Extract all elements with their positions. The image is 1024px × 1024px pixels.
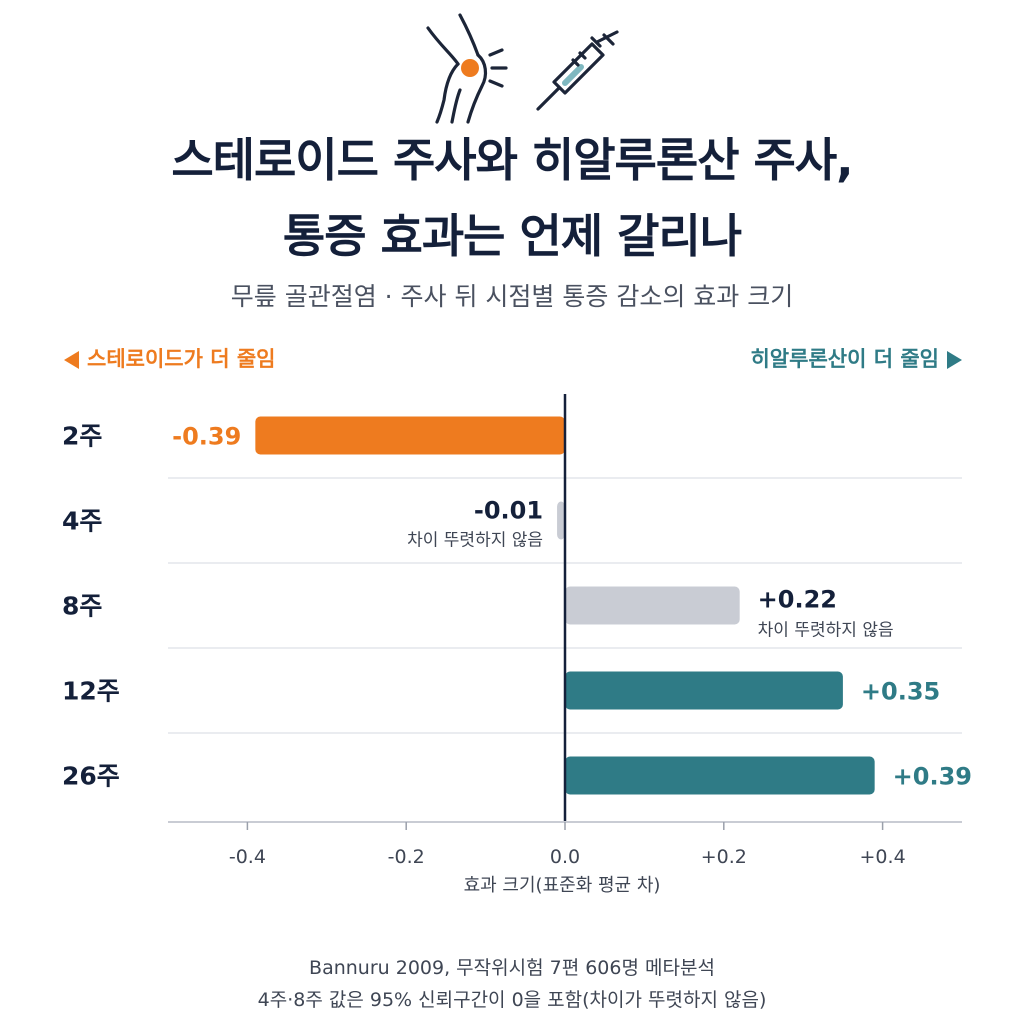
- hyaluronic-direction-text: 히알루론산이 더 줄임: [750, 347, 939, 371]
- bar: [565, 671, 843, 710]
- value-label: -0.39: [172, 423, 241, 451]
- right-arrow-icon: [947, 350, 962, 369]
- x-tick-label: 0.0: [550, 846, 580, 868]
- bar: [557, 501, 565, 540]
- bar: [565, 586, 740, 625]
- value-label: +0.35: [861, 678, 940, 706]
- chart-title-line1: 스테로이드 주사와 히알루론산 주사,: [171, 133, 853, 187]
- chart-title-line2: 통증 효과는 언제 갈리나: [282, 209, 742, 263]
- steroid-direction-text: 스테로이드가 더 줄임: [87, 347, 276, 371]
- syringe-icon: [536, 30, 619, 111]
- footnote-ci-note: 4주·8주 값은 95% 신뢰구간이 0을 포함(차이가 뚜렷하지 않음): [257, 989, 767, 1011]
- value-label: +0.39: [893, 763, 972, 791]
- x-axis-label: 효과 크기(표준화 평균 차): [463, 875, 661, 896]
- value-label: +0.22: [758, 586, 837, 614]
- x-tick-label: -0.2: [388, 846, 425, 868]
- not-significant-note: 차이 뚜렷하지 않음: [407, 531, 543, 551]
- bar: [565, 756, 875, 795]
- hyaluronic-direction-label: 히알루론산이 더 줄임: [750, 349, 962, 370]
- row-label: 4주: [62, 507, 102, 536]
- chart-subtitle: 무릎 골관절염 · 주사 뒤 시점별 통증 감소의 효과 크기: [230, 282, 794, 311]
- row-label: 8주: [62, 592, 102, 621]
- knee-pain-icon: [426, 13, 508, 124]
- x-tick-label: +0.2: [701, 846, 747, 868]
- x-tick-label: -0.4: [229, 846, 266, 868]
- row-label: 26주: [62, 762, 120, 791]
- left-arrow-icon: [64, 350, 79, 369]
- x-tick-label: +0.4: [860, 846, 906, 868]
- steroid-direction-label: 스테로이드가 더 줄임: [64, 349, 276, 370]
- value-label: -0.01: [474, 497, 543, 525]
- row-label: 12주: [62, 677, 120, 706]
- bar: [255, 416, 565, 455]
- not-significant-note: 차이 뚜렷하지 않음: [758, 621, 894, 641]
- row-label: 2주: [62, 422, 102, 451]
- footnote-source: Bannuru 2009, 무작위시험 7편 606명 메타분석: [309, 957, 715, 979]
- pain-point-icon: [461, 59, 479, 77]
- hero-illustration: [426, 13, 619, 124]
